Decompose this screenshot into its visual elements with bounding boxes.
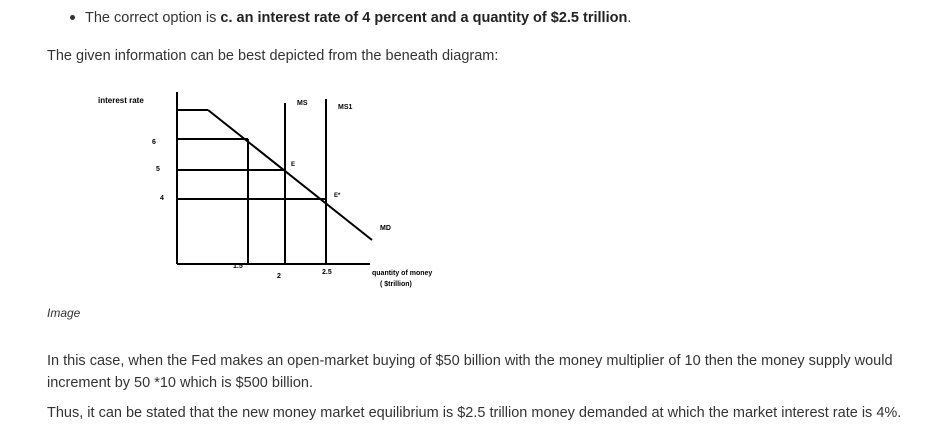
answer-bullet: The correct option is c. an interest rat… bbox=[70, 10, 631, 26]
x-axis-label-line1: quantity of money bbox=[372, 270, 432, 277]
intro-text: The given information can be best depict… bbox=[47, 48, 499, 64]
diagram-svg: interest rate 6 5 4 1.5 2 2.5 MS MS1 MD … bbox=[98, 92, 432, 288]
x-tick-2-5: 2.5 bbox=[322, 269, 332, 276]
answer-suffix: . bbox=[627, 10, 632, 26]
image-caption: Image bbox=[47, 306, 81, 320]
y-tick-6: 6 bbox=[152, 139, 156, 146]
bullet-dot-icon bbox=[70, 14, 75, 20]
answer-prefix: The correct option is bbox=[85, 10, 221, 26]
y-tick-4: 4 bbox=[160, 195, 164, 202]
explanation-paragraph-2: Thus, it can be stated that the new mone… bbox=[47, 405, 902, 421]
x-axis-label-line2: ( $trillion) bbox=[380, 281, 412, 288]
point-e-label: E bbox=[291, 162, 295, 168]
md-label: MD bbox=[380, 225, 391, 232]
answer-bold: c. an interest rate of 4 percent and a q… bbox=[220, 10, 628, 26]
explanation-paragraph-1: In this case, when the Fed makes an open… bbox=[47, 353, 893, 391]
x-tick-1-5: 1.5 bbox=[233, 263, 243, 270]
ms-label: MS bbox=[297, 100, 308, 107]
x-tick-2: 2 bbox=[277, 273, 281, 280]
md-curve bbox=[207, 109, 373, 241]
point-e-prime-label: E* bbox=[334, 193, 341, 199]
y-tick-5: 5 bbox=[156, 166, 160, 173]
money-market-diagram: interest rate 6 5 4 1.5 2 2.5 MS MS1 MD … bbox=[90, 86, 470, 296]
ms1-label: MS1 bbox=[338, 104, 353, 111]
y-axis-label: interest rate bbox=[98, 96, 144, 105]
